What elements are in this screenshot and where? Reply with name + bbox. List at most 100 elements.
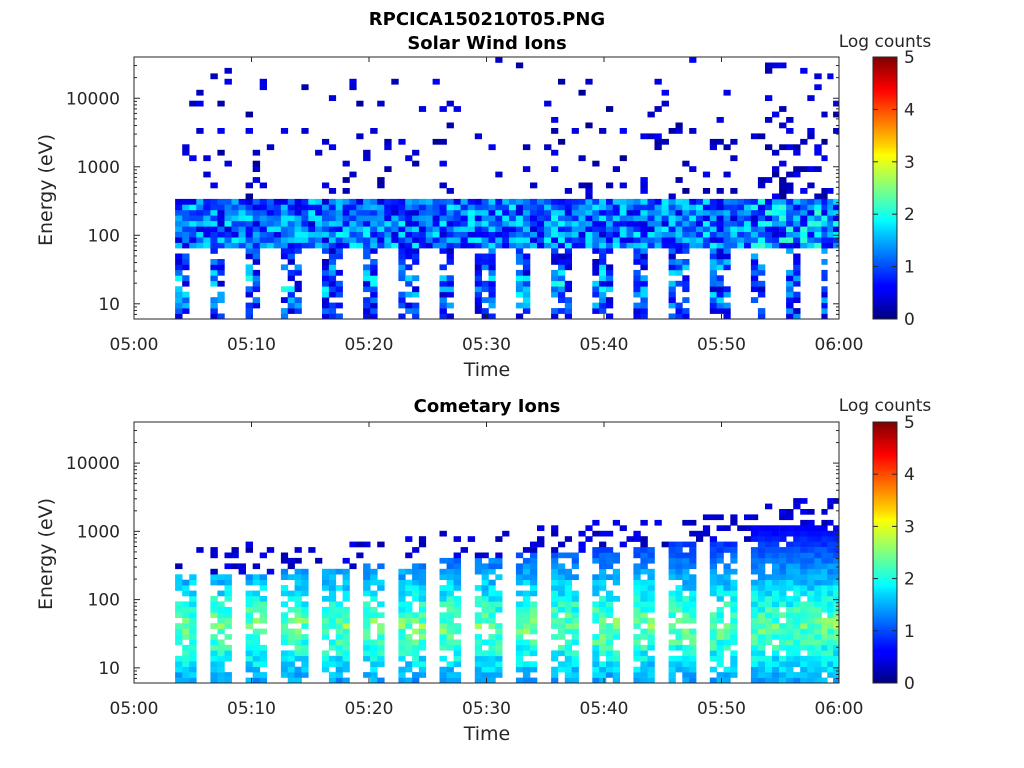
heatmap-cell — [675, 617, 683, 624]
heatmap-cell — [750, 612, 759, 618]
heatmap-cell — [432, 209, 440, 216]
heatmap-cell — [723, 237, 731, 243]
heatmap-cell — [599, 547, 607, 553]
heatmap-cell — [571, 242, 579, 249]
heatmap-cell — [294, 585, 302, 591]
heatmap-cell — [377, 215, 385, 222]
heatmap-cell — [405, 198, 413, 205]
heatmap-cell — [322, 568, 330, 575]
heatmap-cell — [757, 655, 766, 662]
heatmap-cell — [606, 248, 614, 254]
heatmap-cell — [175, 574, 183, 580]
heatmap-cell — [224, 590, 232, 597]
heatmap-cell — [175, 302, 183, 309]
heatmap-cell — [779, 231, 787, 238]
heatmap-cell — [252, 639, 261, 646]
heatmap-cell — [537, 204, 545, 211]
heatmap-cell — [668, 286, 676, 293]
heatmap-cell — [328, 579, 337, 586]
heatmap-cell — [280, 634, 289, 640]
heatmap-cell — [474, 209, 482, 216]
heatmap-cell — [439, 106, 447, 112]
heatmap-cell — [175, 677, 183, 684]
heatmap-cell — [231, 242, 239, 249]
heatmap-cell — [750, 672, 759, 678]
heatmap-cell — [481, 650, 489, 657]
heatmap-cell — [315, 557, 323, 564]
heatmap-cell — [217, 677, 225, 684]
heatmap-cell — [626, 237, 634, 243]
heatmap-cell — [765, 525, 773, 531]
heatmap-cell — [412, 226, 420, 232]
heatmap-cell — [682, 541, 690, 548]
heatmap-cell — [488, 286, 496, 293]
heatmap-cell — [544, 198, 552, 205]
heatmap-cell — [765, 177, 773, 183]
heatmap-cell — [772, 574, 780, 580]
heatmap-cell — [502, 226, 510, 232]
heatmap-cell — [182, 280, 190, 287]
heatmap-cell — [765, 220, 773, 227]
heatmap-cell — [189, 644, 197, 651]
heatmap-cell — [182, 215, 190, 222]
heatmap-cell — [702, 237, 711, 243]
heatmap-cell — [571, 617, 579, 624]
heatmap-cell — [654, 198, 662, 205]
heatmap-cell — [446, 661, 454, 667]
heatmap-cell — [765, 198, 773, 205]
heatmap-cell — [730, 617, 738, 624]
heatmap-cell — [750, 198, 759, 205]
heatmap-cell — [757, 666, 766, 673]
heatmap-cell — [287, 237, 295, 243]
heatmap-cell — [328, 204, 337, 211]
heatmap-cell — [578, 226, 586, 232]
heatmap-cell — [342, 242, 350, 249]
heatmap-cell — [474, 585, 482, 591]
heatmap-cell — [779, 661, 787, 667]
heatmap-cell — [196, 237, 204, 243]
heatmap-cell — [322, 242, 330, 249]
heatmap-cell — [460, 198, 468, 205]
heatmap-cell — [182, 644, 190, 651]
heatmap-cell — [689, 579, 697, 586]
heatmap-cell — [772, 237, 780, 243]
heatmap-cell — [814, 84, 822, 91]
heatmap-cell — [640, 275, 648, 282]
heatmap-cell — [522, 672, 531, 678]
heatmap-cell — [210, 248, 218, 254]
heatmap-cell — [315, 242, 323, 249]
heatmap-cell — [682, 308, 690, 314]
heatmap-cell — [322, 259, 330, 265]
heatmap-cell — [723, 628, 731, 635]
heatmap-cell — [709, 628, 717, 635]
heatmap-cell — [606, 547, 614, 553]
heatmap-cell — [377, 220, 385, 227]
heatmap-cell — [189, 198, 197, 205]
heatmap-cell — [633, 536, 641, 542]
heatmap-cell — [245, 590, 253, 597]
heatmap-cell — [786, 634, 794, 640]
heatmap-cell — [231, 563, 239, 570]
heatmap-cell — [418, 655, 427, 662]
heatmap-cell — [446, 585, 454, 591]
heatmap-cell — [800, 242, 808, 249]
heatmap-cell — [412, 215, 420, 222]
heatmap-cell — [551, 313, 559, 320]
heatmap-cell — [730, 596, 738, 602]
heatmap-cell — [833, 226, 840, 232]
heatmap-cell — [821, 639, 828, 646]
heatmap-cell — [765, 541, 773, 548]
heatmap-cell — [259, 655, 267, 662]
y-tick-label: 10 — [98, 295, 120, 315]
heatmap-cell — [807, 536, 815, 542]
heatmap-cell — [432, 242, 440, 249]
heatmap-cell — [488, 264, 496, 271]
heatmap-cell — [370, 242, 378, 249]
heatmap-cell — [592, 574, 600, 580]
heatmap-cell — [599, 302, 607, 309]
heatmap-cell — [322, 231, 330, 238]
heatmap-cell — [322, 264, 330, 271]
heatmap-cell — [702, 242, 711, 249]
heatmap-cell — [266, 226, 275, 232]
figure-title: RPCICA150210T05.PNG — [369, 9, 605, 30]
